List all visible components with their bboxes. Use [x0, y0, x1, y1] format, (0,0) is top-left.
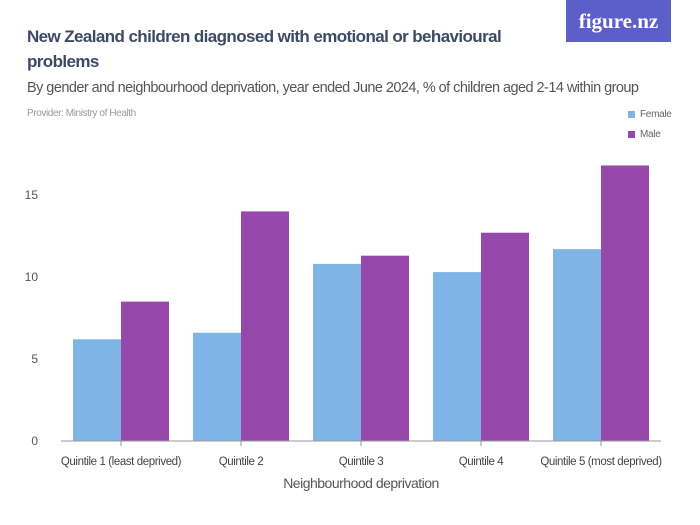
- bar-female: [433, 272, 481, 441]
- bar-female: [313, 263, 361, 441]
- figure-nz-logo[interactable]: figure.nz: [566, 0, 671, 42]
- x-tick-label: Quintile 3: [339, 456, 384, 468]
- bar-male: [121, 301, 169, 441]
- legend-item-female: Female: [628, 104, 672, 124]
- chart-title: New Zealand children diagnosed with emot…: [27, 27, 502, 71]
- bar-male: [241, 211, 289, 441]
- legend-label-female: Female: [640, 108, 672, 120]
- x-tick-label: Quintile 4: [459, 456, 505, 468]
- y-tick-label: 5: [31, 352, 38, 366]
- legend: Female Male: [628, 104, 672, 144]
- bar-male: [361, 255, 409, 441]
- x-tick-label: Quintile 1 (least deprived): [61, 456, 182, 468]
- provider-label: Provider: Ministry of Health: [27, 108, 136, 119]
- bar-female: [553, 249, 601, 441]
- x-tick-label: Quintile 5 (most deprived): [540, 456, 662, 468]
- x-axis-title: Neighbourhood deprivation: [283, 475, 439, 491]
- bar-female: [73, 339, 121, 441]
- x-tick-label: Quintile 2: [219, 456, 264, 468]
- y-tick-label: 10: [25, 270, 39, 284]
- bar-male: [481, 232, 529, 441]
- bar-female: [193, 332, 241, 441]
- legend-item-male: Male: [628, 124, 672, 144]
- legend-swatch-male: [628, 130, 635, 138]
- y-tick-label: 15: [25, 188, 39, 202]
- y-tick-label: 0: [31, 434, 38, 448]
- chart-subtitle: By gender and neighbourhood deprivation,…: [27, 80, 639, 96]
- legend-label-male: Male: [640, 128, 661, 140]
- legend-swatch-female: [628, 110, 635, 118]
- bar-male: [601, 165, 649, 442]
